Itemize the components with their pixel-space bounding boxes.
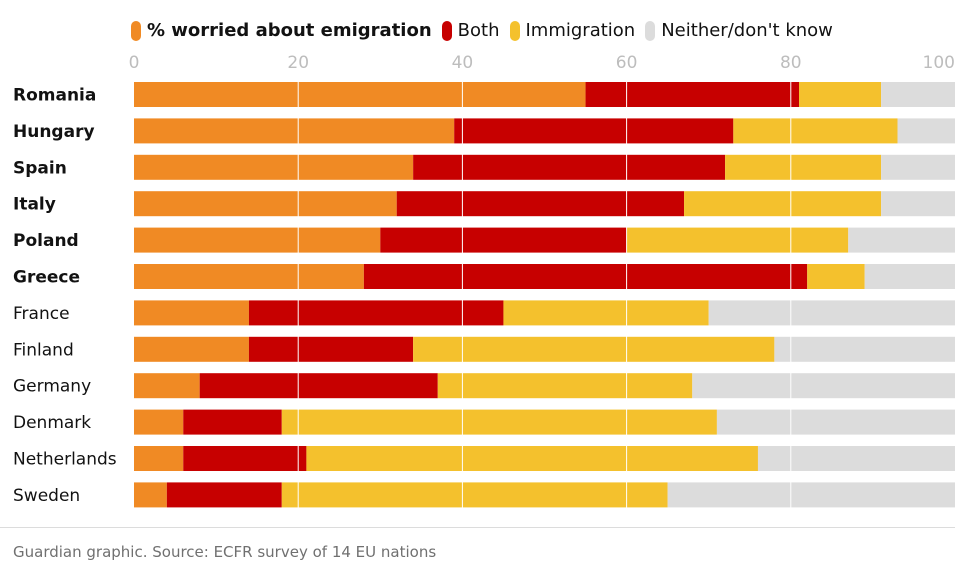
bar-greece-immigration xyxy=(807,264,865,289)
category-label-italy: Italy xyxy=(13,195,56,215)
bar-romania-both xyxy=(585,82,800,107)
bar-netherlands-immigration xyxy=(306,446,758,471)
bar-netherlands-emigration xyxy=(134,446,184,471)
bar-sweden-neither xyxy=(667,482,955,508)
bar-france-immigration xyxy=(503,300,709,326)
bar-italy-both xyxy=(396,191,685,217)
bar-netherlands-both xyxy=(183,446,307,471)
legend-swatch-immigration xyxy=(509,20,520,41)
footer-divider xyxy=(0,527,955,528)
bar-denmark-immigration xyxy=(281,409,717,435)
legend-item-emigration: % worried about emigration xyxy=(131,20,432,41)
x-tick-label-20: 20 xyxy=(287,53,309,73)
x-tick-label-100: 100 xyxy=(923,53,955,73)
bar-france-emigration xyxy=(134,300,249,326)
category-label-france: France xyxy=(13,304,70,324)
category-label-sweden: Sweden xyxy=(13,486,80,506)
bar-romania-neither xyxy=(881,82,955,107)
bar-denmark-both xyxy=(183,409,282,435)
bar-netherlands-neither xyxy=(757,446,955,471)
bar-italy-immigration xyxy=(684,191,882,217)
category-label-finland: Finland xyxy=(13,340,74,360)
bar-sweden-immigration xyxy=(281,482,668,508)
bar-poland-immigration xyxy=(626,227,849,253)
bar-romania-immigration xyxy=(799,82,882,107)
category-label-spain: Spain xyxy=(13,158,67,178)
legend-label-both: Both xyxy=(457,20,500,41)
bar-germany-immigration xyxy=(437,373,693,399)
category-label-denmark: Denmark xyxy=(13,413,91,433)
bar-germany-neither xyxy=(692,373,955,399)
legend-label-neither: Neither/don't know xyxy=(661,20,833,41)
bar-spain-emigration xyxy=(134,154,414,180)
legend-label-emigration: % worried about emigration xyxy=(147,20,432,41)
category-label-hungary: Hungary xyxy=(13,122,95,142)
bar-sweden-both xyxy=(166,482,282,508)
bar-greece-emigration xyxy=(134,264,364,289)
bar-hungary-immigration xyxy=(733,118,898,144)
bar-france-neither xyxy=(708,300,955,326)
x-tick-label-80: 80 xyxy=(780,53,802,73)
legend-label-immigration: Immigration xyxy=(525,20,636,41)
category-label-germany: Germany xyxy=(13,377,91,397)
bar-finland-neither xyxy=(774,336,955,362)
bar-romania-emigration xyxy=(134,82,586,107)
legend-item-immigration: Immigration xyxy=(509,20,636,41)
bar-spain-both xyxy=(413,154,726,180)
bar-greece-neither xyxy=(864,264,955,289)
category-label-netherlands: Netherlands xyxy=(13,450,117,470)
category-label-poland: Poland xyxy=(13,231,79,251)
bar-finland-both xyxy=(248,336,414,362)
legend-swatch-emigration xyxy=(131,20,141,41)
bar-hungary-both xyxy=(454,118,734,144)
bar-germany-emigration xyxy=(134,373,200,399)
legend-swatch-neither xyxy=(645,20,656,41)
category-label-romania: Romania xyxy=(13,86,96,106)
bar-hungary-neither xyxy=(897,118,955,144)
bar-poland-both xyxy=(380,227,627,253)
bar-spain-neither xyxy=(881,154,955,180)
bar-poland-neither xyxy=(848,227,955,253)
bar-spain-immigration xyxy=(725,154,882,180)
bar-hungary-emigration xyxy=(134,118,455,144)
bar-sweden-emigration xyxy=(134,482,167,508)
x-tick-label-60: 60 xyxy=(616,53,638,73)
legend-item-neither: Neither/don't know xyxy=(645,20,833,41)
bar-italy-neither xyxy=(881,191,955,217)
legend: % worried about emigration Both Immigrat… xyxy=(131,20,843,41)
bar-finland-immigration xyxy=(413,336,775,362)
bar-france-both xyxy=(248,300,504,326)
legend-swatch-both xyxy=(441,20,452,41)
x-tick-label-0: 0 xyxy=(129,53,140,73)
legend-item-both: Both xyxy=(441,20,500,41)
bar-denmark-emigration xyxy=(134,409,184,435)
category-label-greece: Greece xyxy=(13,268,80,288)
bar-greece-both xyxy=(363,264,808,289)
x-tick-label-40: 40 xyxy=(452,53,474,73)
bar-denmark-neither xyxy=(716,409,955,435)
bar-germany-both xyxy=(199,373,438,399)
bar-poland-emigration xyxy=(134,227,381,253)
bar-finland-emigration xyxy=(134,336,249,362)
source-note: Guardian graphic. Source: ECFR survey of… xyxy=(13,543,437,561)
bar-italy-emigration xyxy=(134,191,397,217)
